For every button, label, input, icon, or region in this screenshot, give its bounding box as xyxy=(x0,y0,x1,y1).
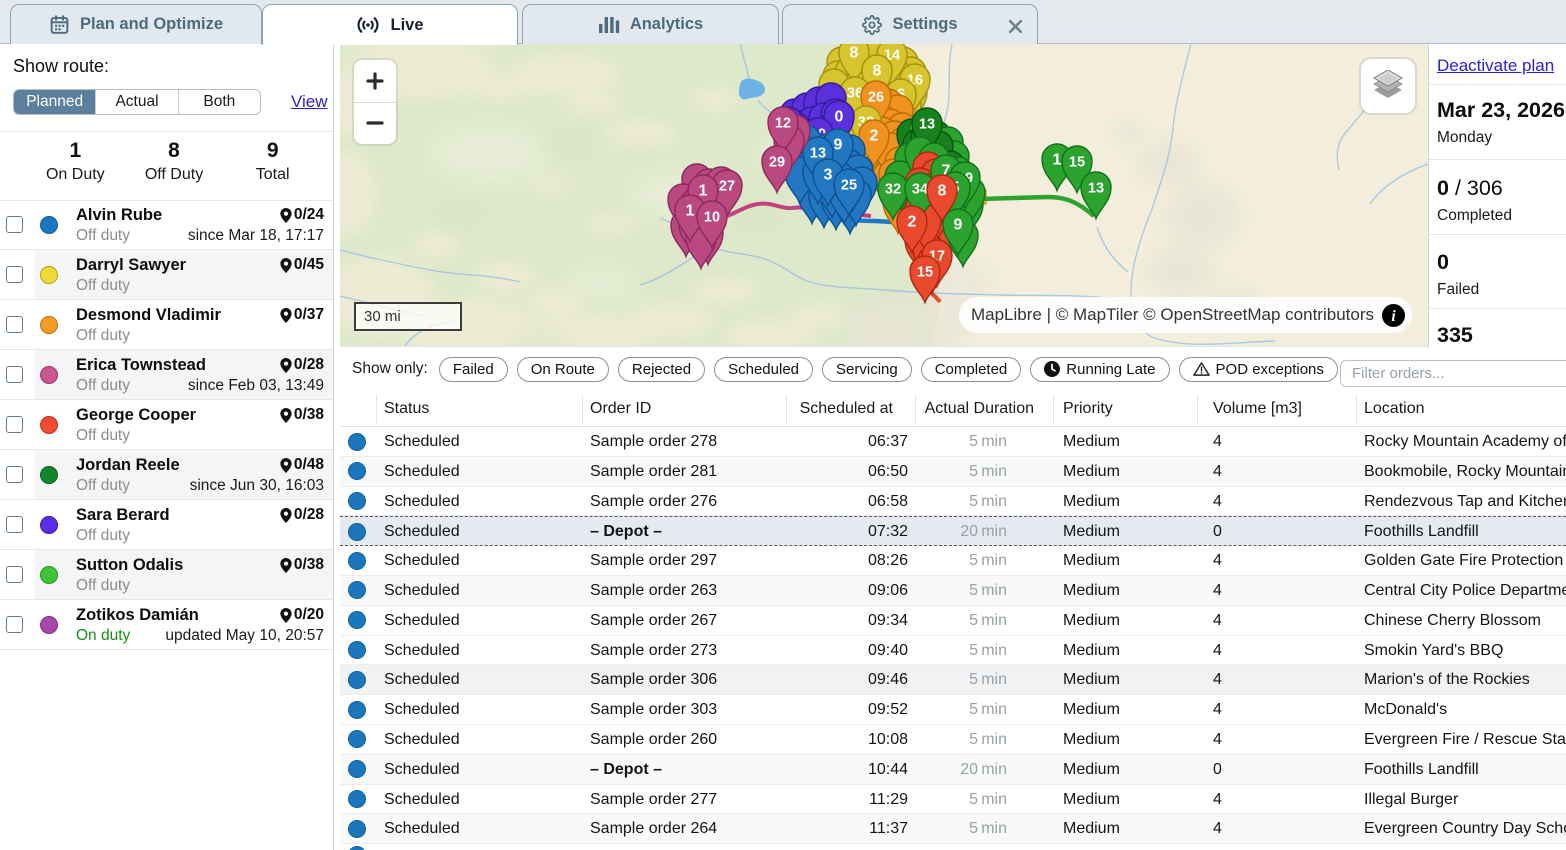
svg-text:2: 2 xyxy=(870,128,879,145)
svg-text:9: 9 xyxy=(954,217,963,234)
svg-text:8: 8 xyxy=(850,45,859,62)
svg-text:1: 1 xyxy=(699,183,708,200)
svg-text:i: i xyxy=(1391,308,1396,325)
svg-text:12: 12 xyxy=(775,116,791,132)
svg-text:3: 3 xyxy=(824,167,833,184)
svg-text:36: 36 xyxy=(847,86,863,102)
svg-text:10: 10 xyxy=(704,210,720,226)
svg-text:8: 8 xyxy=(873,63,882,80)
svg-text:0: 0 xyxy=(835,109,844,126)
svg-text:7: 7 xyxy=(942,163,951,180)
svg-text:29: 29 xyxy=(769,155,785,171)
svg-text:2: 2 xyxy=(908,214,917,231)
svg-text:9: 9 xyxy=(834,137,843,154)
svg-text:1: 1 xyxy=(686,203,695,220)
svg-text:34: 34 xyxy=(912,182,928,198)
svg-text:13: 13 xyxy=(810,146,826,162)
svg-text:13: 13 xyxy=(919,117,935,133)
svg-text:8: 8 xyxy=(938,183,947,200)
svg-text:15: 15 xyxy=(917,265,933,281)
svg-text:26: 26 xyxy=(868,90,884,106)
svg-text:13: 13 xyxy=(1088,181,1104,197)
svg-text:32: 32 xyxy=(885,182,901,198)
svg-text:15: 15 xyxy=(1069,155,1085,171)
svg-text:1: 1 xyxy=(1053,152,1062,169)
svg-text:27: 27 xyxy=(719,179,735,195)
svg-text:25: 25 xyxy=(841,178,857,194)
